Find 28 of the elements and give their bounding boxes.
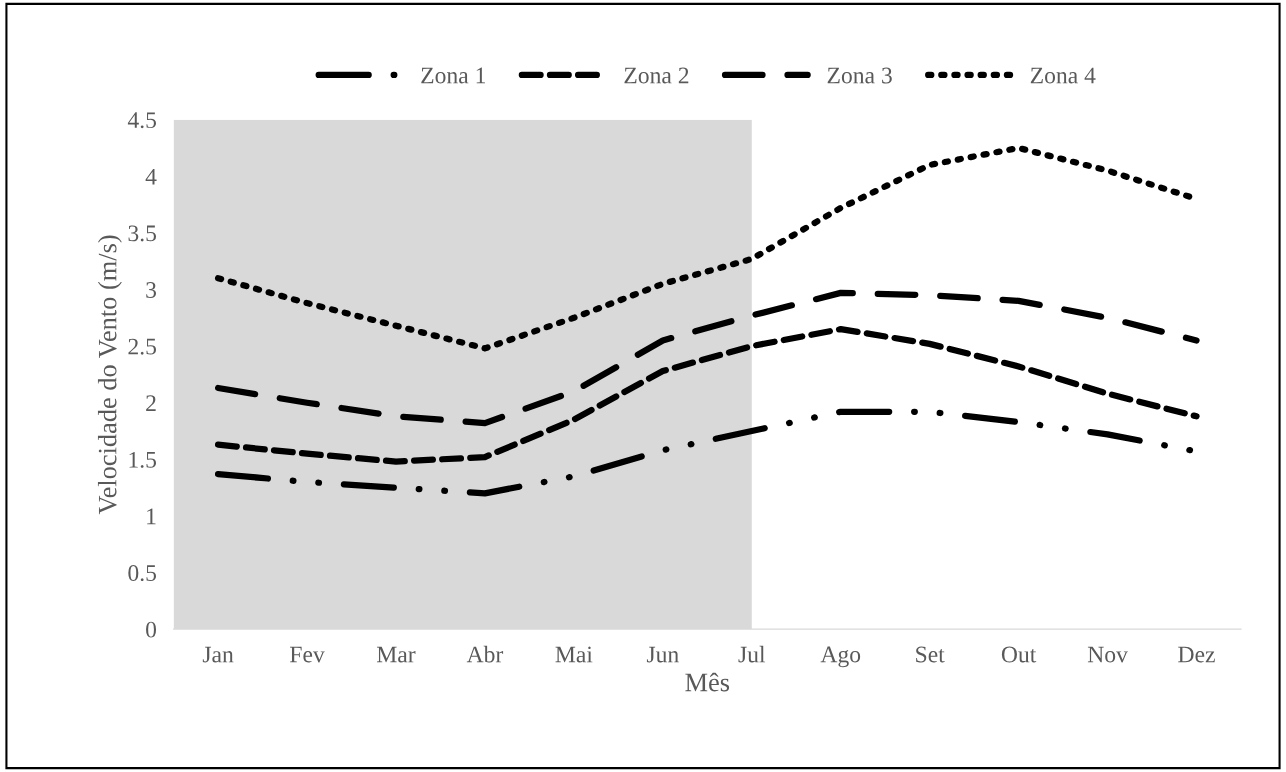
y-tick-label: 1.5 xyxy=(129,451,157,468)
y-tick-label: 3.5 xyxy=(128,225,157,242)
x-tick-label: Abr xyxy=(466,645,504,663)
x-tick-label: Set xyxy=(916,646,945,663)
y-tick-label: 1 xyxy=(147,508,156,525)
legend-label: Zona 4 xyxy=(1030,67,1096,84)
y-tick-label: 0 xyxy=(146,621,157,638)
y-tick-label: 2.5 xyxy=(128,338,157,355)
y-tick-label: 2 xyxy=(146,395,156,411)
x-tick-label: Nov xyxy=(1087,646,1128,663)
x-tick-label: Mar xyxy=(376,646,416,663)
y-tick-label: 3 xyxy=(146,282,157,298)
x-tick-label: Dez xyxy=(1178,646,1215,663)
x-tick-label: Out xyxy=(1001,646,1037,663)
x-tick-label: Fev xyxy=(290,646,325,663)
x-tick-label: Mai xyxy=(555,646,593,663)
x-tick-label: Jan xyxy=(202,646,234,663)
y-tick-label: 0.5 xyxy=(128,565,157,582)
x-tick-label: Jul xyxy=(738,645,766,663)
legend-label: Zona 1 xyxy=(421,67,486,84)
y-tick-label: 4.5 xyxy=(127,112,157,129)
y-axis-title: Velocidade do Vento (m/s) xyxy=(97,235,122,515)
legend-label: Zona 2 xyxy=(624,67,689,84)
x-tick-label: Jun xyxy=(646,646,679,663)
x-axis-title: Mês xyxy=(685,672,730,692)
legend-label: Zona 3 xyxy=(827,67,892,84)
x-tick-label: Ago xyxy=(820,646,861,668)
y-tick-label: 4 xyxy=(145,168,157,185)
